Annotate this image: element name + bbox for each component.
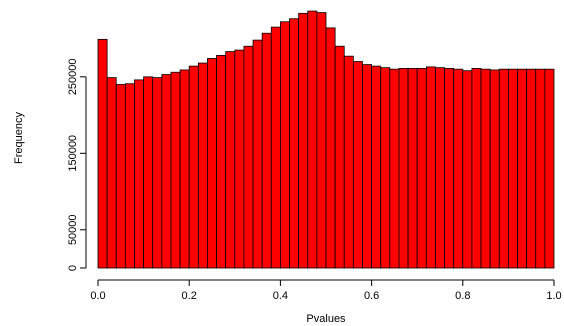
x-tick-label: 0.8 (455, 290, 470, 302)
histogram-bar (179, 69, 190, 269)
histogram-bar (216, 55, 227, 269)
y-tick-label: 150000 (67, 135, 79, 172)
histogram-bar (453, 68, 464, 269)
histogram-bar (261, 32, 272, 269)
histogram-bar (334, 45, 345, 269)
histogram-bar (106, 77, 117, 269)
histogram-bar (489, 69, 500, 269)
histogram-bar (97, 38, 108, 269)
histogram-bar (544, 68, 555, 269)
histogram-bar (225, 51, 236, 269)
histogram-bar (207, 58, 217, 269)
histogram-bar (462, 70, 473, 269)
histogram-bar (316, 12, 327, 269)
histogram-bar (143, 76, 154, 269)
x-axis-label: Pvalues (306, 313, 346, 325)
histogram-bar (480, 68, 491, 269)
histogram-bar (507, 68, 518, 269)
histogram-bar (389, 68, 400, 269)
x-tick-label: 0.2 (182, 290, 197, 302)
histogram-bar (352, 61, 363, 269)
x-tick-label: 0.0 (90, 290, 105, 302)
histogram-bar (498, 68, 509, 269)
histogram-bar (535, 68, 546, 269)
y-axis-label: Frequency (13, 112, 25, 164)
y-axis: 0 50000 150000 250000 (67, 58, 87, 271)
histogram-bar (325, 27, 336, 269)
x-tick-label: 0.6 (364, 290, 379, 302)
histogram-bar (170, 71, 181, 269)
y-tick-label: 50000 (67, 214, 79, 245)
histogram-bar (416, 68, 427, 269)
histogram-bar (152, 77, 163, 269)
histogram-bar (371, 65, 382, 269)
y-tick-label: 250000 (67, 58, 79, 95)
histogram-bar (398, 68, 409, 269)
histogram-bar (407, 68, 418, 269)
histogram-bar (425, 66, 436, 269)
histogram-bar (298, 12, 309, 269)
histogram-bar (252, 39, 263, 269)
histogram-bar (435, 67, 445, 269)
histogram-bar (197, 62, 208, 269)
histogram-bar (243, 45, 254, 269)
x-tick-label: 0.4 (273, 290, 288, 302)
histogram-bar (234, 49, 245, 269)
histogram-bar (270, 26, 281, 269)
histogram-bar (134, 79, 144, 269)
histogram-bar (343, 55, 354, 269)
y-tick-label: 0 (67, 265, 79, 271)
histogram-bar (289, 18, 300, 269)
histogram-bar (380, 67, 391, 269)
histogram-bar (471, 68, 482, 269)
x-axis: 0.0 0.2 0.4 0.6 0.8 1.0 (90, 279, 562, 302)
histogram-bar (526, 68, 537, 269)
histogram-bar (362, 64, 373, 269)
histogram-bar (279, 21, 290, 269)
histogram-bar (115, 84, 126, 269)
histogram-bars (97, 10, 555, 269)
histogram-bar (124, 83, 135, 269)
histogram-bar (188, 65, 199, 269)
histogram-bar (444, 68, 455, 269)
histogram-bar (161, 74, 172, 269)
histogram-bar (517, 68, 528, 269)
histogram-bar (307, 10, 318, 269)
x-tick-label: 1.0 (546, 290, 561, 302)
